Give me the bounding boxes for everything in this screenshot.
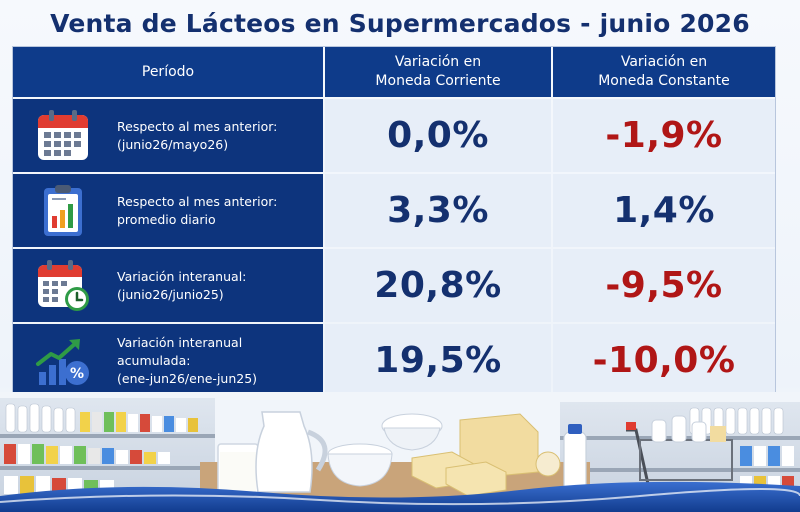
- row-label: Variación interanual: (junio26/junio25): [117, 249, 317, 322]
- header-current-currency: Variación en Moneda Corriente: [325, 47, 551, 97]
- table-row: % Variación interanual acumulada: (ene-j…: [13, 324, 775, 397]
- row-label-line2: (junio26/mayo26): [117, 136, 229, 152]
- cottage-cheese-bowl: [381, 413, 443, 451]
- clipboard-chart-icon: [44, 185, 82, 236]
- growth-percent-icon: %: [36, 339, 89, 385]
- row-label: Respecto al mes anterior: (junio26/mayo2…: [117, 99, 317, 172]
- row-label-line2: promedio diario: [117, 211, 216, 227]
- row-label-cell: Respecto al mes anterior: (junio26/mayo2…: [13, 99, 323, 172]
- row-label: Variación interanual acumulada: (ene-jun…: [117, 324, 317, 397]
- value-constant: -1,9%: [553, 99, 775, 172]
- calendar-clock-icon: [38, 260, 89, 311]
- row-label-line1: Respecto al mes anterior:: [117, 193, 278, 209]
- yogurt-bowl: [327, 443, 393, 487]
- row-label-line2: (ene-jun26/ene-jun25): [117, 370, 258, 386]
- cheese-blocks: [411, 413, 561, 497]
- variation-table: Período Variación en Moneda Corriente Va…: [12, 46, 776, 397]
- value-constant: -9,5%: [553, 249, 775, 322]
- milk-bottle: [563, 424, 587, 497]
- value-constant: -10,0%: [553, 324, 775, 397]
- row-label-cell: Variación interanual: (junio26/junio25): [13, 249, 323, 322]
- value-constant: 1,4%: [553, 174, 775, 247]
- row-label: Respecto al mes anterior: promedio diari…: [117, 174, 317, 247]
- row-label-line1: Variación interanual:: [117, 268, 247, 284]
- value-current: 20,8%: [325, 249, 551, 322]
- table-row: Variación interanual: (junio26/junio25) …: [13, 249, 775, 322]
- header-constant-currency: Variación en Moneda Constante: [553, 47, 775, 97]
- row-label-line1: Variación interanual acumulada:: [117, 334, 243, 368]
- svg-text:%: %: [70, 366, 84, 382]
- milk-jug: [255, 411, 328, 493]
- dairy-supermarket-illustration: [0, 392, 800, 512]
- left-shelves: [0, 398, 215, 502]
- milk-glass: [217, 443, 259, 497]
- row-label-line1: Respecto al mes anterior:: [117, 118, 278, 134]
- table-row: Respecto al mes anterior: promedio diari…: [13, 174, 775, 247]
- header-period: Período: [13, 47, 323, 97]
- row-label-cell: Respecto al mes anterior: promedio diari…: [13, 174, 323, 247]
- row-label-cell: % Variación interanual acumulada: (ene-j…: [13, 324, 323, 397]
- table-row: Respecto al mes anterior: (junio26/mayo2…: [13, 99, 775, 172]
- row-label-line2: (junio26/junio25): [117, 286, 224, 302]
- value-current: 19,5%: [325, 324, 551, 397]
- value-current: 3,3%: [325, 174, 551, 247]
- calendar-icon: [38, 110, 88, 160]
- page-title: Venta de Lácteos en Supermercados - juni…: [50, 9, 750, 38]
- value-current: 0,0%: [325, 99, 551, 172]
